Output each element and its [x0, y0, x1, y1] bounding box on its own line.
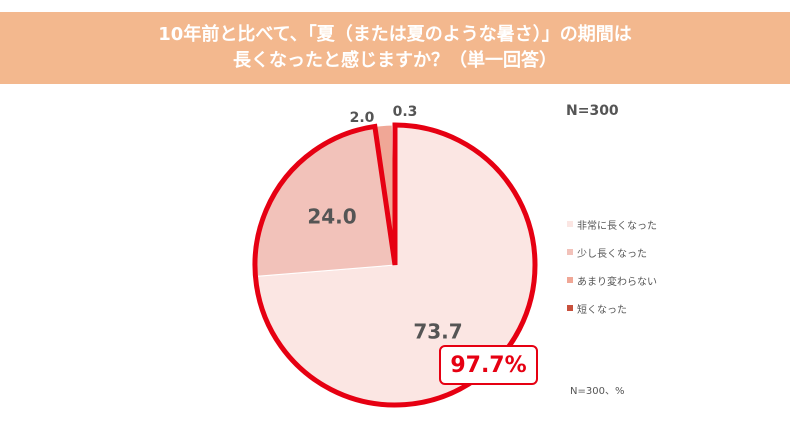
- legend-item-1: 非常に長くなった: [567, 210, 747, 238]
- slice-value-label-1: 73.7: [413, 320, 462, 344]
- slice-value-label-2: 24.0: [307, 205, 356, 229]
- legend-item-2: 少し長くなった: [567, 238, 747, 266]
- legend-label-1: 非常に長くなった: [577, 220, 657, 232]
- legend-swatch-2: [567, 249, 573, 255]
- title-band: 10年前と比べて、「夏（または夏のような暑さ）」の期間は 長くなったと感じますか…: [0, 12, 790, 84]
- sample-size-label: N=300: [566, 103, 619, 119]
- callout-box: [439, 345, 538, 385]
- slice-value-label-3: 2.0: [350, 110, 375, 126]
- pie-slice-2: [254, 125, 396, 277]
- legend-label-3: あまり変わらない: [577, 276, 657, 288]
- legend: 非常に長くなった 少し長くなった あまり変わらない 短くなった: [567, 210, 747, 322]
- chart-title-line2: 長くなったと感じますか？（単一回答）: [233, 50, 557, 71]
- slice-value-label-4: 0.3: [393, 104, 418, 120]
- legend-item-3: あまり変わらない: [567, 266, 747, 294]
- legend-swatch-3: [567, 277, 573, 283]
- legend-swatch-4: [567, 305, 573, 311]
- legend-swatch-1: [567, 221, 573, 227]
- highlight-outline: [252, 122, 538, 408]
- legend-label-2: 少し長くなった: [577, 248, 647, 260]
- legend-item-4: 短くなった: [567, 294, 747, 322]
- callout-percentage: 97.7%: [450, 353, 526, 378]
- chart-title-line1: 10年前と比べて、「夏（または夏のような暑さ）」の期間は: [158, 24, 632, 45]
- legend-label-4: 短くなった: [577, 304, 627, 316]
- sample-size-note: N=300、%: [570, 386, 625, 397]
